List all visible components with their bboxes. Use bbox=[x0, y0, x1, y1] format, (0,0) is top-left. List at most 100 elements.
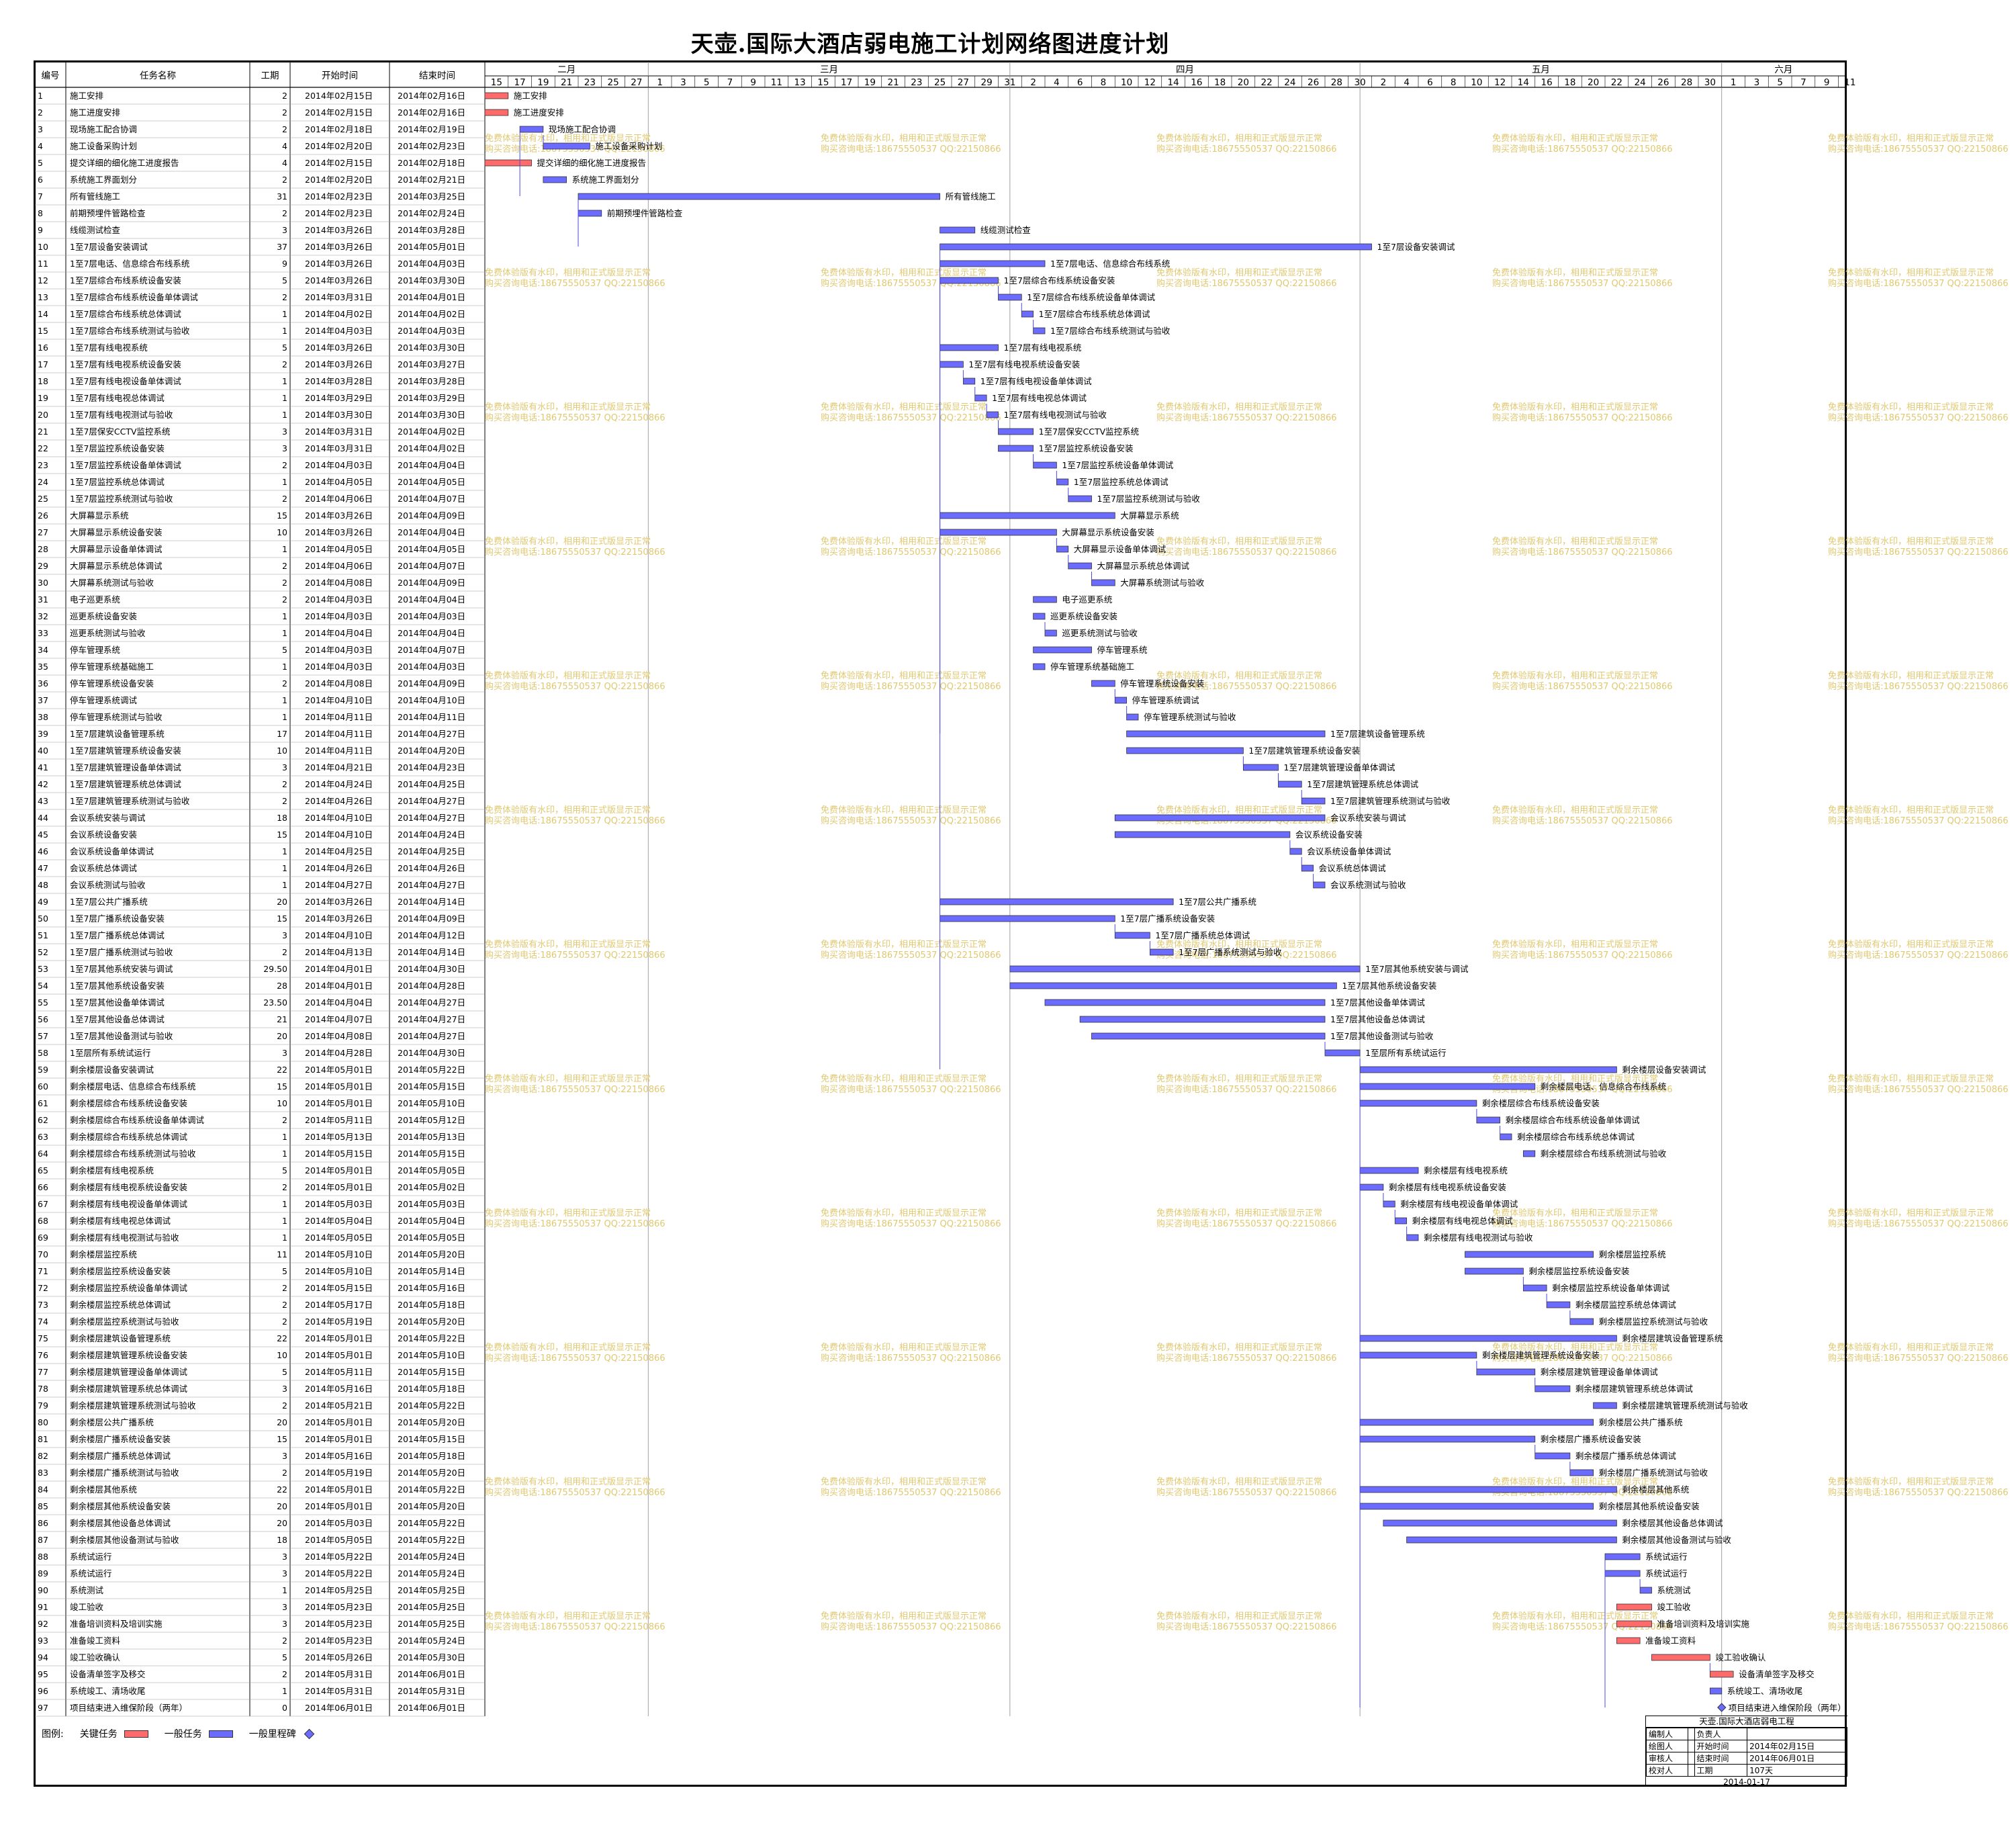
row-end: 2014年03月29日 bbox=[398, 393, 465, 403]
bar-label: 剩余楼层其他设备总体调试 bbox=[1622, 1518, 1723, 1528]
row-duration: 22 bbox=[277, 1333, 287, 1343]
watermark-text: 购买咨询电话:18675550537 QQ:22150866 bbox=[1492, 1084, 1673, 1095]
watermark-text: 免费体验版有水印，相用和正式版显示正常 bbox=[1828, 536, 1994, 547]
row-duration: 5 bbox=[282, 645, 287, 655]
row-start: 2014年05月01日 bbox=[305, 1484, 373, 1495]
day-tick-label: 22 bbox=[1261, 77, 1273, 88]
row-start: 2014年02月15日 bbox=[305, 107, 373, 118]
row-end: 2014年04月25日 bbox=[398, 846, 465, 856]
row-end: 2014年02月16日 bbox=[398, 91, 465, 101]
watermark-text: 购买咨询电话:18675550537 QQ:22150866 bbox=[821, 1487, 1001, 1498]
day-tick-label: 4 bbox=[1054, 77, 1060, 88]
watermark-text: 购买咨询电话:18675550537 QQ:22150866 bbox=[485, 278, 666, 289]
bar-label: 巡更系统设备安装 bbox=[1050, 611, 1117, 621]
row-id: 41 bbox=[38, 762, 48, 772]
info-cell: 编制人 bbox=[1646, 1728, 1688, 1740]
watermark-text: 购买咨询电话:18675550537 QQ:22150866 bbox=[1156, 278, 1337, 289]
row-start: 2014年02月20日 bbox=[305, 141, 373, 151]
watermark-text: 免费体验版有水印，相用和正式版显示正常 bbox=[1156, 805, 1322, 815]
row-name: 提交详细的细化施工进度报告 bbox=[70, 158, 179, 168]
bar-label: 停车管理系统测试与验收 bbox=[1144, 712, 1236, 722]
row-id: 65 bbox=[38, 1165, 48, 1175]
bar-label: 剩余楼层有线电视系统 bbox=[1424, 1165, 1508, 1175]
watermark-text: 免费体验版有水印，相用和正式版显示正常 bbox=[485, 1073, 651, 1084]
row-duration: 2 bbox=[282, 594, 287, 605]
day-tick-label: 22 bbox=[1611, 77, 1622, 88]
day-tick-label: 4 bbox=[1404, 77, 1410, 88]
row-id: 2 bbox=[38, 107, 43, 118]
day-tick-label: 25 bbox=[608, 77, 619, 88]
row-end: 2014年05月20日 bbox=[398, 1501, 465, 1511]
bar-label: 1至7层设备安装调试 bbox=[1377, 242, 1455, 252]
row-id: 27 bbox=[38, 527, 48, 537]
day-tick-label: 8 bbox=[1101, 77, 1107, 88]
task-bar bbox=[1068, 495, 1092, 502]
row-end: 2014年05月20日 bbox=[398, 1317, 465, 1327]
row-start: 2014年05月15日 bbox=[305, 1283, 373, 1293]
row-end: 2014年04月02日 bbox=[398, 443, 465, 453]
row-duration: 15 bbox=[277, 1434, 287, 1444]
task-bar bbox=[1044, 629, 1057, 637]
row-duration: 2 bbox=[282, 1317, 287, 1327]
row-duration: 5 bbox=[282, 1165, 287, 1175]
task-bar bbox=[1056, 478, 1069, 486]
watermark-text: 购买咨询电话:18675550537 QQ:22150866 bbox=[1828, 1084, 2009, 1095]
row-id: 18 bbox=[38, 376, 48, 386]
row-start: 2014年05月10日 bbox=[305, 1266, 373, 1276]
row-id: 1 bbox=[38, 91, 43, 101]
task-bar bbox=[1359, 1167, 1419, 1174]
task-bar bbox=[998, 294, 1022, 301]
row-end: 2014年03月30日 bbox=[398, 410, 465, 420]
task-bar bbox=[940, 915, 1115, 922]
row-start: 2014年05月19日 bbox=[305, 1317, 373, 1327]
day-tick-label: 21 bbox=[561, 77, 572, 88]
row-end: 2014年04月09日 bbox=[398, 510, 465, 521]
row-start: 2014年04月21日 bbox=[305, 762, 373, 772]
row-duration: 20 bbox=[277, 1501, 287, 1511]
day-tick-label: 8 bbox=[1451, 77, 1457, 88]
bar-label: 剩余楼层监控系统测试与验收 bbox=[1599, 1317, 1708, 1327]
bar-label: 1至7层公共广播系统 bbox=[1179, 897, 1256, 907]
row-duration: 3 bbox=[282, 225, 287, 235]
row-duration: 21 bbox=[277, 1014, 287, 1024]
bar-label: 剩余楼层电话、信息综合布线系统 bbox=[1541, 1081, 1667, 1092]
row-id: 79 bbox=[38, 1400, 48, 1411]
watermark-text: 购买咨询电话:18675550537 QQ:22150866 bbox=[1828, 681, 2009, 692]
row-name: 剩余楼层监控系统设备单体调试 bbox=[70, 1283, 188, 1293]
row-duration: 9 bbox=[282, 259, 287, 269]
day-tick-label: 20 bbox=[1588, 77, 1599, 88]
row-duration: 4 bbox=[282, 158, 287, 168]
row-start: 2014年05月01日 bbox=[305, 1065, 373, 1075]
row-name: 施工安排 bbox=[70, 91, 104, 101]
row-id: 4 bbox=[38, 141, 43, 151]
row-name: 会议系统安装与调试 bbox=[70, 813, 146, 823]
row-name: 1至7层其他系统安装与调试 bbox=[70, 964, 173, 974]
row-start: 2014年03月26日 bbox=[305, 527, 373, 537]
row-id: 83 bbox=[38, 1468, 48, 1478]
row-end: 2014年05月22日 bbox=[398, 1400, 465, 1411]
row-end: 2014年05月30日 bbox=[398, 1652, 465, 1662]
row-id: 63 bbox=[38, 1132, 48, 1142]
row-end: 2014年05月03日 bbox=[398, 1199, 465, 1209]
task-bar bbox=[1126, 713, 1139, 721]
row-duration: 22 bbox=[277, 1065, 287, 1075]
row-name: 1至7层其他设备测试与验收 bbox=[70, 1031, 173, 1041]
row-duration: 5 bbox=[282, 1367, 287, 1377]
bar-label: 1至7层广播系统测试与验收 bbox=[1179, 947, 1282, 957]
bar-label: 1至7层其他设备总体调试 bbox=[1330, 1014, 1425, 1024]
row-duration: 3 bbox=[282, 427, 287, 437]
row-duration: 1 bbox=[282, 309, 287, 319]
task-bar bbox=[1301, 797, 1326, 805]
watermark-text: 免费体验版有水印，相用和正式版显示正常 bbox=[1156, 1476, 1322, 1487]
row-name: 前期预埋件管路检查 bbox=[70, 208, 146, 218]
row-id: 17 bbox=[38, 359, 48, 369]
row-id: 89 bbox=[38, 1568, 48, 1579]
row-id: 35 bbox=[38, 662, 48, 672]
row-end: 2014年02月16日 bbox=[398, 107, 465, 118]
row-start: 2014年05月17日 bbox=[305, 1300, 373, 1310]
watermark-text: 免费体验版有水印，相用和正式版显示正常 bbox=[1156, 1342, 1322, 1353]
task-bar bbox=[1114, 697, 1128, 704]
bar-label: 大屏幕显示系统总体调试 bbox=[1097, 561, 1190, 571]
row-start: 2014年04月03日 bbox=[305, 460, 373, 470]
row-start: 2014年04月03日 bbox=[305, 326, 373, 336]
